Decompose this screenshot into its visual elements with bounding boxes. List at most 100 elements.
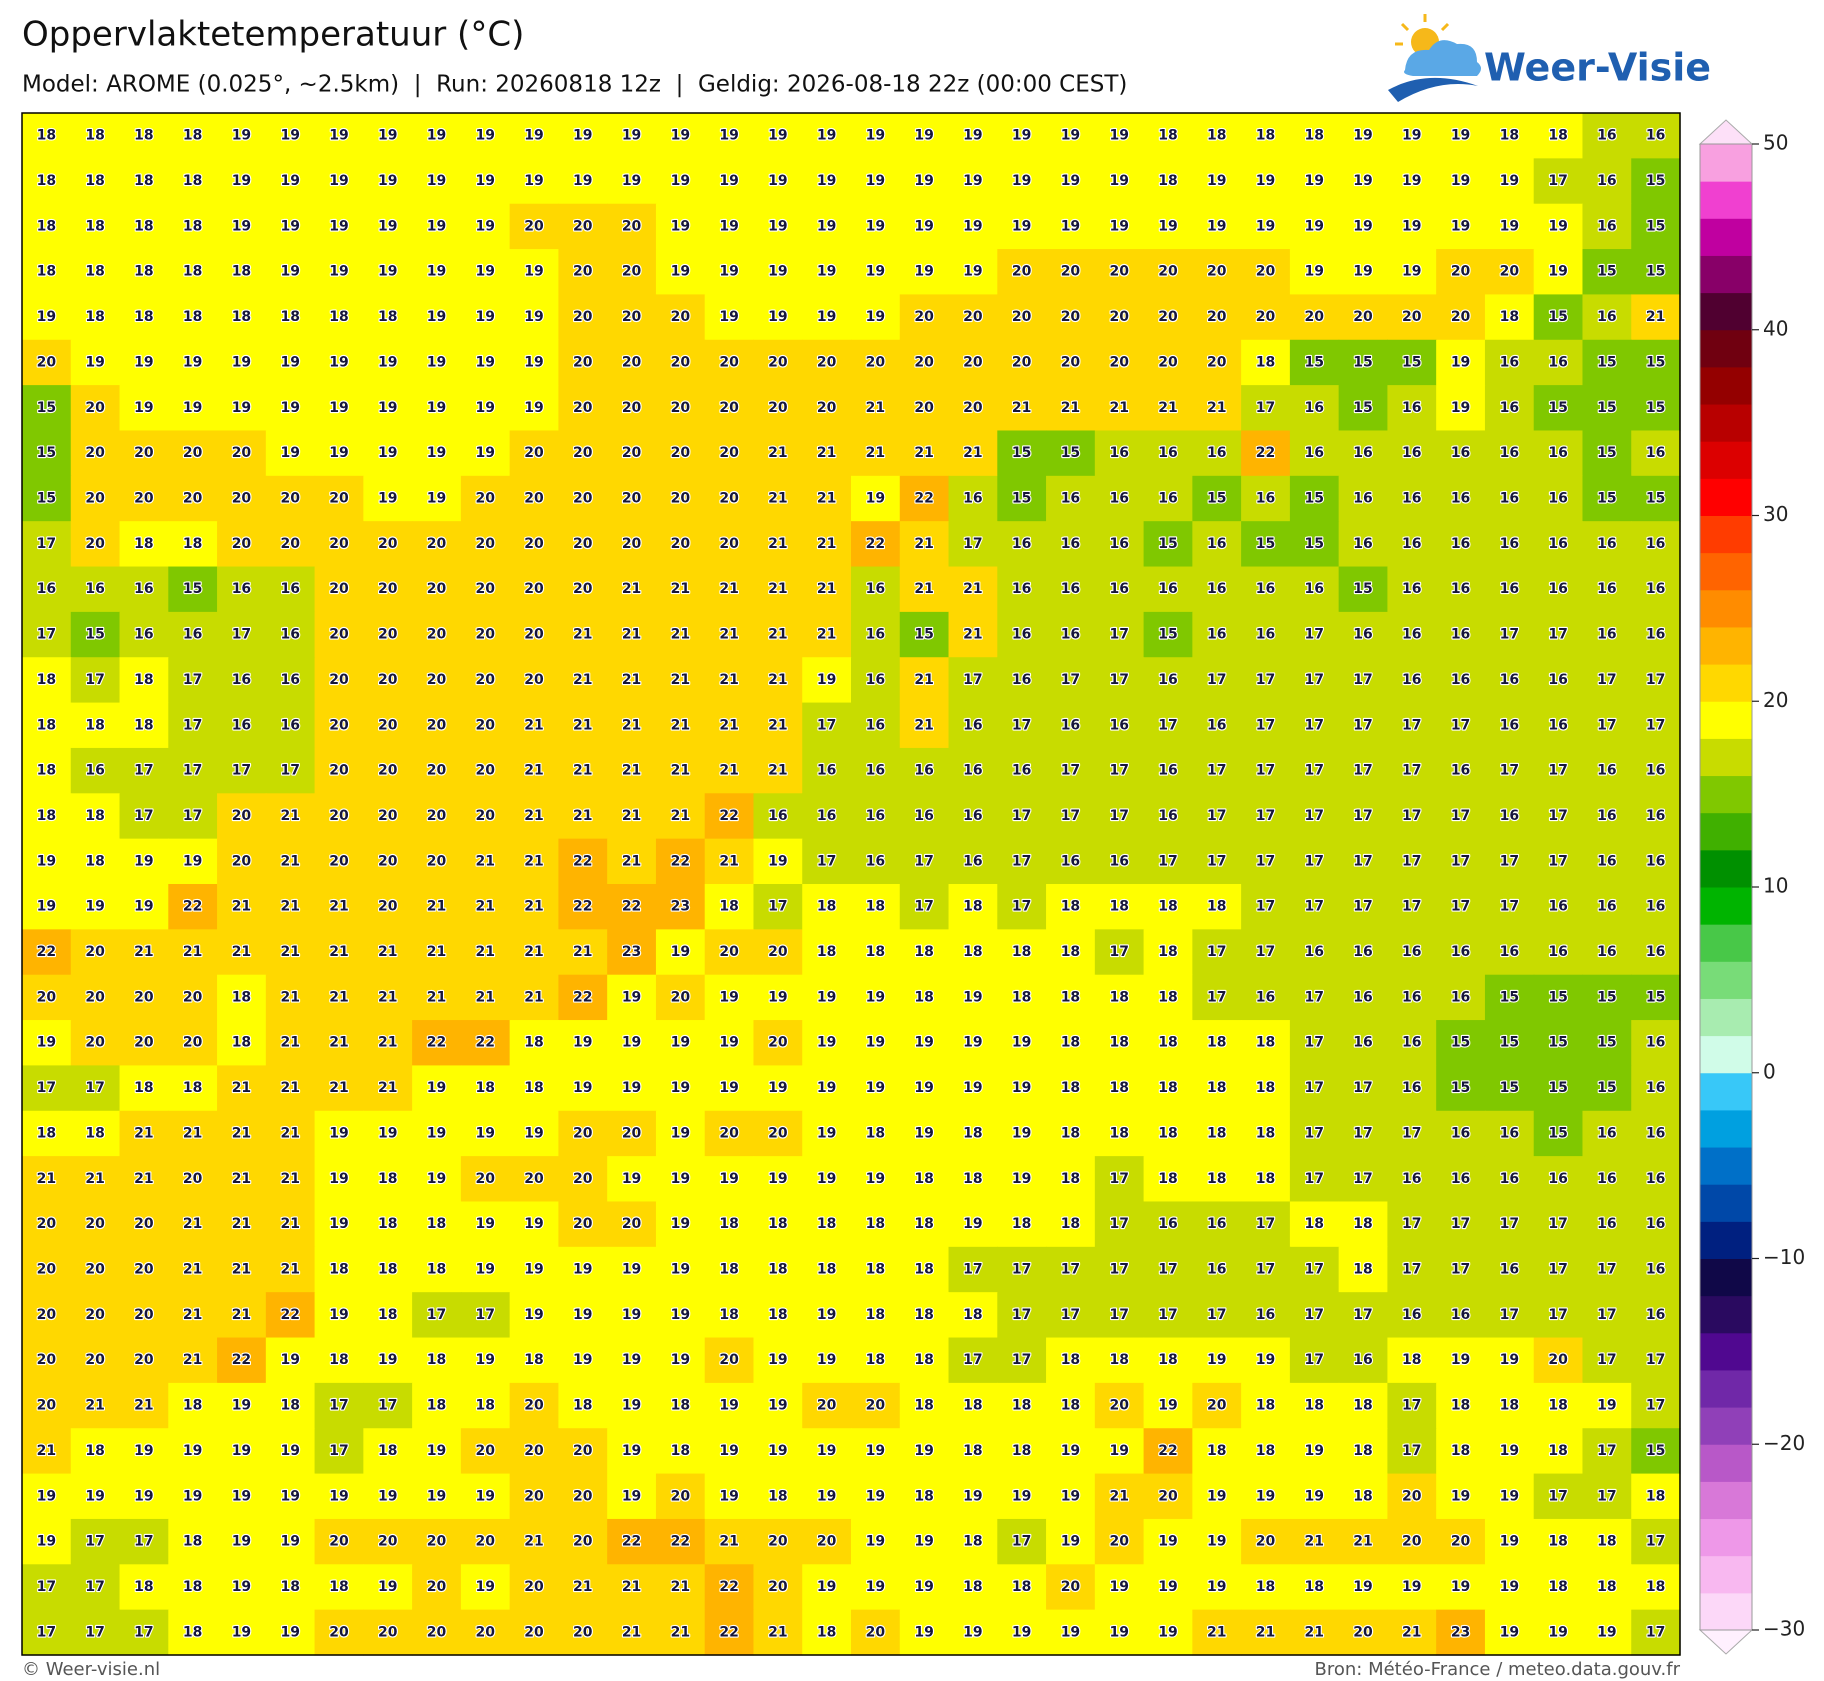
temperature-label: 18 — [378, 1171, 397, 1187]
temperature-cell — [1192, 566, 1242, 613]
temperature-cell — [1631, 294, 1681, 341]
temperature-cell — [509, 1428, 560, 1475]
temperature-label: 18 — [1158, 173, 1177, 189]
temperature-cell — [704, 339, 755, 386]
temperature-label: 16 — [1451, 536, 1470, 552]
temperature-label: 19 — [85, 899, 104, 915]
temperature-cell — [997, 521, 1047, 568]
temperature-cell — [119, 793, 169, 840]
temperature-label: 22 — [671, 1534, 690, 1550]
temperature-cell — [217, 611, 267, 658]
temperature-label: 19 — [1256, 1352, 1275, 1368]
temperature-cell — [1289, 884, 1340, 930]
temperature-label: 16 — [866, 672, 885, 688]
temperature-label: 20 — [183, 1035, 203, 1051]
temperature-cell — [412, 1065, 462, 1112]
temperature-cell — [1289, 657, 1340, 704]
temperature-label: 17 — [1109, 944, 1128, 960]
temperature-label: 18 — [524, 1080, 543, 1096]
temperature-label: 18 — [134, 128, 153, 144]
temperature-label: 16 — [1207, 627, 1226, 643]
temperature-cell — [1387, 249, 1437, 296]
temperature-cell — [1484, 747, 1535, 794]
colorbar-bin — [1700, 589, 1752, 628]
temperature-cell — [217, 521, 267, 568]
temperature-cell — [997, 1156, 1047, 1203]
temperature-label: 20 — [573, 581, 593, 597]
temperature-label: 21 — [914, 536, 933, 552]
temperature-cell — [1436, 203, 1486, 250]
temperature-cell — [1143, 521, 1193, 568]
temperature-label: 20 — [671, 400, 691, 416]
temperature-cell — [119, 1246, 169, 1293]
temperature-cell — [22, 203, 72, 250]
temperature-cell — [948, 1428, 998, 1475]
temperature-cell — [412, 385, 462, 432]
temperature-cell — [70, 475, 121, 522]
temperature-label: 21 — [232, 1307, 251, 1323]
temperature-label: 19 — [963, 1035, 982, 1051]
temperature-label: 20 — [1207, 309, 1227, 325]
temperature-label: 18 — [866, 944, 885, 960]
temperature-label: 21 — [524, 899, 543, 915]
temperature-label: 17 — [1402, 1125, 1421, 1141]
temperature-cell — [1192, 1020, 1242, 1067]
temperature-cell — [851, 1609, 901, 1656]
temperature-label: 19 — [1305, 1488, 1324, 1504]
temperature-cell — [1192, 611, 1242, 658]
temperature-label: 19 — [85, 354, 104, 370]
temperature-cell — [509, 385, 560, 432]
temperature-label: 21 — [427, 899, 446, 915]
temperature-label: 18 — [671, 1398, 690, 1414]
temperature-cell — [851, 521, 901, 568]
temperature-label: 16 — [1207, 717, 1226, 733]
temperature-cell — [1338, 430, 1389, 477]
temperature-cell — [948, 1337, 998, 1384]
temperature-label: 16 — [866, 581, 885, 597]
temperature-label: 15 — [1500, 989, 1519, 1005]
temperature-cell — [655, 113, 706, 159]
temperature-cell — [1289, 1609, 1340, 1656]
temperature-label: 15 — [1500, 1080, 1519, 1096]
temperature-label: 21 — [768, 763, 787, 779]
temperature-cell — [899, 475, 950, 522]
temperature-label: 17 — [1207, 672, 1226, 688]
temperature-cell — [1289, 1201, 1340, 1248]
temperature-label: 20 — [1548, 1352, 1568, 1368]
temperature-cell — [802, 611, 852, 658]
temperature-label: 20 — [280, 491, 300, 507]
temperature-label: 17 — [1256, 944, 1275, 960]
temperature-label: 19 — [963, 989, 982, 1005]
temperature-cell — [558, 793, 608, 840]
colorbar-tick-label: 30 — [1763, 502, 1788, 526]
temperature-label: 21 — [37, 1171, 56, 1187]
temperature-cell — [753, 1020, 803, 1067]
temperature-cell — [704, 1156, 755, 1203]
temperature-cell — [753, 974, 803, 1021]
temperature-label: 20 — [671, 989, 691, 1005]
colorbar-tick-label: 10 — [1763, 874, 1788, 898]
temperature-label: 20 — [329, 491, 349, 507]
temperature-cell — [265, 747, 316, 794]
colorbar-bin — [1700, 701, 1752, 739]
temperature-label: 17 — [1402, 853, 1421, 869]
temperature-label: 21 — [1305, 1534, 1324, 1550]
temperature-cell — [168, 521, 218, 568]
temperature-cell — [314, 1201, 364, 1248]
temperature-cell — [655, 203, 706, 250]
colorbar-over — [1698, 119, 1754, 145]
temperature-cell — [1192, 1473, 1242, 1520]
temperature-label: 19 — [719, 1398, 738, 1414]
temperature-cell — [314, 1246, 364, 1293]
temperature-label: 20 — [622, 218, 642, 234]
temperature-label: 19 — [963, 128, 982, 144]
temperature-label: 19 — [573, 1262, 592, 1278]
temperature-label: 18 — [1305, 128, 1324, 144]
temperature-label: 19 — [817, 1443, 836, 1459]
temperature-label: 20 — [378, 1624, 398, 1640]
temperature-cell — [851, 339, 901, 386]
temperature-label: 20 — [524, 581, 544, 597]
temperature-label: 16 — [280, 717, 299, 733]
temperature-label: 16 — [963, 763, 982, 779]
temperature-cell — [1533, 657, 1584, 704]
